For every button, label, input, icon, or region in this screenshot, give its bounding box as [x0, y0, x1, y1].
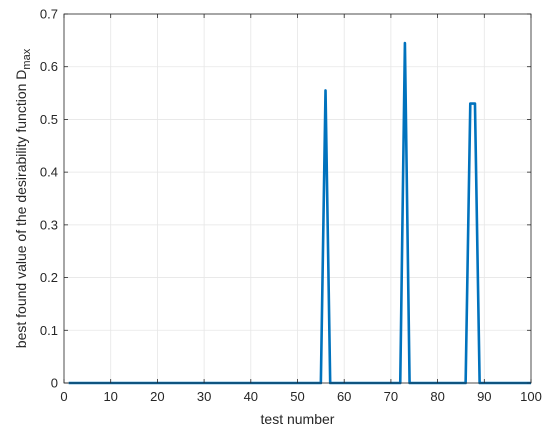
x-tick-label: 60: [337, 389, 351, 404]
y-tick-label: 0.3: [40, 217, 58, 232]
y-tick-label: 0: [51, 376, 58, 391]
x-axis-label: test number: [261, 411, 335, 427]
y-axis-label: best found value of the desirability fun…: [13, 48, 33, 348]
x-tick-label: 40: [244, 389, 258, 404]
x-tick-label: 100: [520, 389, 542, 404]
y-tick-label: 0.7: [40, 7, 58, 22]
x-tick-label: 90: [477, 389, 491, 404]
x-tick-label: 20: [150, 389, 164, 404]
series-line-0: [68, 41, 531, 385]
y-axis-label-main: best found value of the desirability fun…: [13, 70, 29, 349]
series-layer: [68, 41, 531, 385]
y-tick-label: 0.5: [40, 112, 58, 127]
axes-ticks: 0 10 20 30 40 50 60 70 80 90 100 0 0.1 0.2 0.3 0.4 0.5 0.…: [40, 7, 542, 405]
x-tick-label: 30: [197, 389, 211, 404]
x-tick-label: 70: [384, 389, 398, 404]
x-tick-label: 0: [60, 389, 67, 404]
x-tick-label: 10: [103, 389, 117, 404]
y-tick-label: 0.1: [40, 323, 58, 338]
x-tick-label: 50: [290, 389, 304, 404]
x-tick-label: 80: [430, 389, 444, 404]
y-axis-label-subscript: max: [21, 48, 33, 69]
y-tick-label: 0.6: [40, 59, 58, 74]
y-tick-label: 0.2: [40, 270, 58, 285]
y-tick-label: 0.4: [40, 165, 58, 180]
